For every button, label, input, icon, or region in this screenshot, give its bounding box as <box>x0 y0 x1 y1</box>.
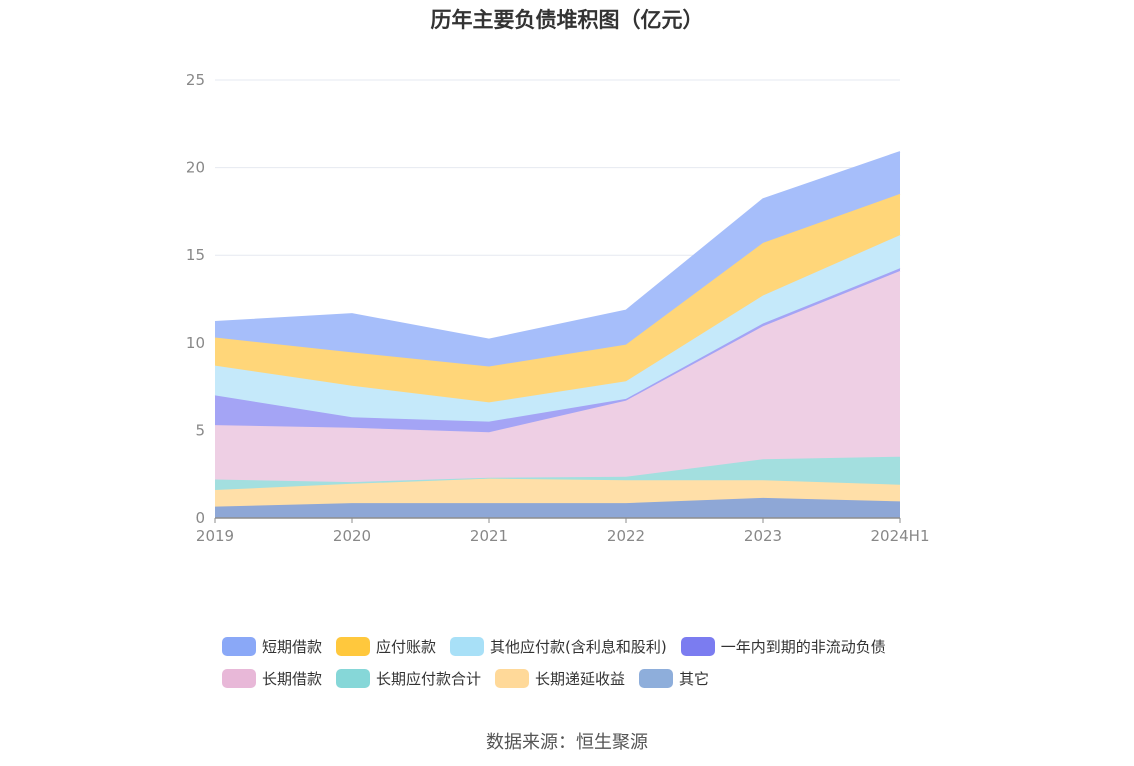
legend-label: 其他应付款(含利息和股利) <box>490 637 667 656</box>
legend-swatch <box>336 668 371 688</box>
area-其它 <box>215 497 900 518</box>
legend-swatch <box>336 636 371 656</box>
legend-label: 长期递延收益 <box>535 669 626 688</box>
legend-item-long-term-payables[interactable]: 长期应付款合计 <box>336 668 481 689</box>
area-一年内到期的非流动负债 <box>215 268 900 433</box>
legend-item-other-payables[interactable]: 其他应付款(含利息和股利) <box>450 636 667 657</box>
legend: 短期借款 应付账款 其他应付款(含利息和股利) 一年内到期的非流动负债 长期借款… <box>222 630 942 694</box>
legend-label: 应付账款 <box>376 637 437 656</box>
y-tick-label: 20 <box>186 159 205 177</box>
x-tick-label: 2020 <box>333 527 371 545</box>
legend-label: 其它 <box>679 669 710 688</box>
y-tick-label: 5 <box>195 421 205 439</box>
legend-swatch <box>680 636 715 656</box>
legend-label: 一年内到期的非流动负债 <box>720 637 886 656</box>
x-tick-label: 2021 <box>470 527 508 545</box>
legend-item-current-noncurrent-liabilities[interactable]: 一年内到期的非流动负债 <box>680 636 886 657</box>
y-tick-label: 25 <box>186 71 205 89</box>
legend-item-accounts-payable[interactable]: 应付账款 <box>336 636 436 657</box>
axes: 0 5 10 15 20 25 2019 2020 2021 2022 2023 2024H1 <box>186 71 930 545</box>
legend-row-2: 长期借款 长期应付款合计 长期递延收益 其它 <box>222 662 942 694</box>
x-tick-label: 2024H1 <box>871 527 930 545</box>
legend-label: 长期借款 <box>262 669 323 688</box>
data-source: 数据来源：恒生聚源 <box>486 732 648 753</box>
legend-swatch <box>450 636 485 656</box>
x-tick-label: 2019 <box>196 527 234 545</box>
legend-swatch <box>495 668 530 688</box>
area-长期递延收益 <box>215 478 900 507</box>
y-tick-label: 10 <box>186 334 205 352</box>
legend-swatch <box>639 668 674 688</box>
area-edge-长期递延收益 <box>214 477 901 491</box>
legend-row-1: 短期借款 应付账款 其他应付款(含利息和股利) 一年内到期的非流动负债 <box>222 630 942 662</box>
y-tick-label: 0 <box>195 509 205 527</box>
series-areas <box>214 151 901 518</box>
area-edge-短期借款 <box>214 151 901 341</box>
legend-swatch <box>222 668 256 688</box>
x-tick-label: 2022 <box>607 527 645 545</box>
area-其他应付款(含利息和股利) <box>215 235 900 422</box>
legend-item-other[interactable]: 其它 <box>639 668 709 689</box>
legend-item-deferred-income[interactable]: 长期递延收益 <box>495 668 625 689</box>
legend-label: 长期应付款合计 <box>376 669 482 688</box>
legend-label: 短期借款 <box>262 637 323 656</box>
area-应付账款 <box>215 193 900 403</box>
chart-title: 历年主要负债堆积图（亿元） <box>430 8 704 32</box>
x-tick-label: 2023 <box>744 527 782 545</box>
legend-swatch <box>222 636 256 656</box>
legend-item-long-term-loans[interactable]: 长期借款 <box>222 668 322 689</box>
y-tick-label: 15 <box>186 246 205 264</box>
legend-item-short-term-loans[interactable]: 短期借款 <box>222 636 322 657</box>
